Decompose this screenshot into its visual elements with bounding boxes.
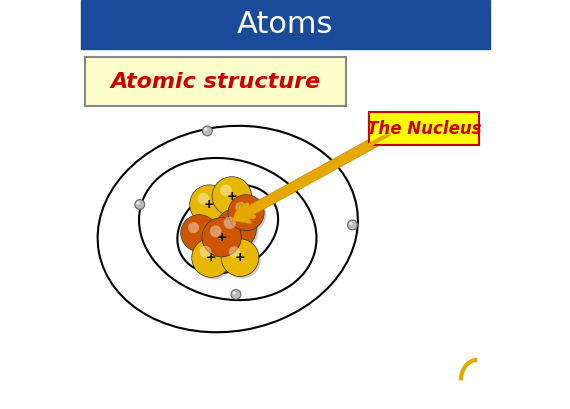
- Text: +: +: [235, 251, 245, 264]
- Circle shape: [200, 246, 211, 258]
- Circle shape: [188, 222, 199, 233]
- Circle shape: [231, 290, 241, 299]
- Circle shape: [202, 126, 212, 136]
- Circle shape: [202, 218, 241, 257]
- Circle shape: [192, 187, 231, 226]
- Circle shape: [348, 220, 357, 230]
- Text: Atoms: Atoms: [237, 10, 333, 39]
- FancyBboxPatch shape: [84, 57, 347, 106]
- Circle shape: [137, 201, 140, 204]
- Text: +: +: [204, 198, 215, 211]
- Circle shape: [230, 197, 266, 233]
- Circle shape: [181, 215, 218, 252]
- Circle shape: [229, 246, 240, 258]
- Circle shape: [190, 185, 229, 224]
- FancyBboxPatch shape: [80, 0, 490, 49]
- Text: +: +: [226, 190, 237, 203]
- Text: +: +: [216, 231, 227, 244]
- Circle shape: [214, 179, 254, 218]
- Circle shape: [210, 225, 222, 237]
- Circle shape: [204, 220, 243, 259]
- Circle shape: [204, 128, 207, 131]
- Circle shape: [235, 202, 246, 213]
- Text: +: +: [206, 251, 217, 264]
- Circle shape: [220, 184, 232, 196]
- Circle shape: [194, 240, 233, 279]
- FancyArrow shape: [232, 128, 394, 224]
- Circle shape: [198, 193, 209, 204]
- Text: The Nucleus: The Nucleus: [367, 120, 482, 138]
- Circle shape: [228, 195, 264, 231]
- Circle shape: [135, 200, 145, 209]
- Circle shape: [349, 222, 352, 225]
- Circle shape: [233, 291, 236, 294]
- Circle shape: [218, 211, 258, 252]
- Circle shape: [221, 239, 259, 276]
- FancyBboxPatch shape: [369, 112, 479, 145]
- Circle shape: [192, 238, 231, 277]
- Circle shape: [223, 241, 261, 279]
- Circle shape: [215, 209, 256, 249]
- Text: Atomic structure: Atomic structure: [111, 72, 320, 92]
- Circle shape: [212, 177, 251, 216]
- Circle shape: [223, 217, 236, 229]
- Circle shape: [183, 217, 219, 254]
